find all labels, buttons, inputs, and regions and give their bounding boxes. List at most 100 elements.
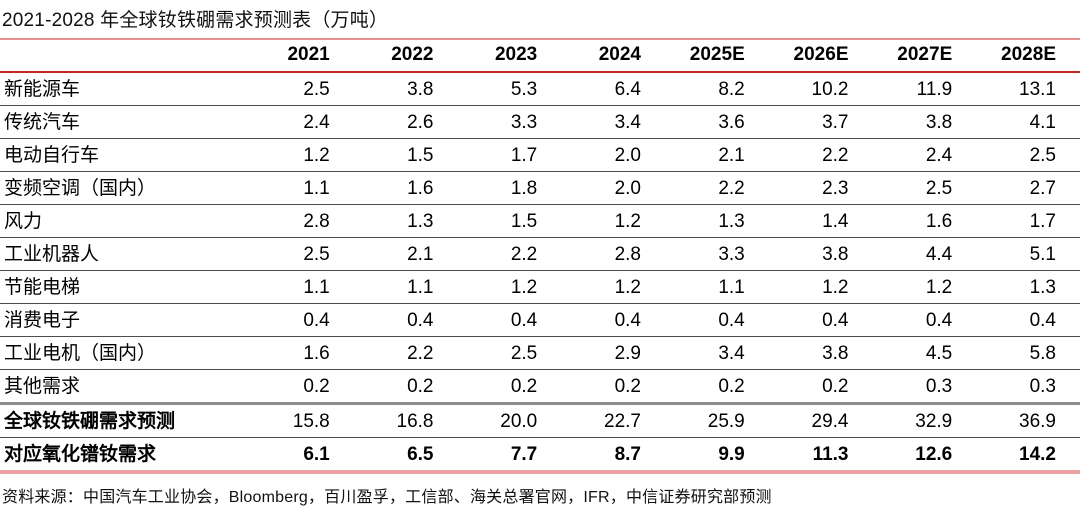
value-cell: 2.7 xyxy=(976,171,1080,205)
value-cell: 5.8 xyxy=(976,336,1080,370)
value-cell: 0.4 xyxy=(250,303,354,337)
value-cell: 2.1 xyxy=(665,138,769,172)
column-header: 2024 xyxy=(561,40,665,73)
value-cell: 13.1 xyxy=(976,72,1080,106)
value-cell: 2.5 xyxy=(457,336,562,370)
table-row: 变频空调（国内） 1.1 1.6 1.8 2.0 2.2 2.3 2.5 2.7 xyxy=(0,171,1080,205)
value-cell: 12.6 xyxy=(872,437,977,474)
value-cell: 1.3 xyxy=(976,270,1080,304)
value-cell: 32.9 xyxy=(872,402,977,438)
value-cell: 2.5 xyxy=(250,237,354,271)
value-cell: 1.2 xyxy=(561,204,665,238)
table-header: 2021 2022 2023 2024 2025E 2026E 2027E 2028E xyxy=(0,40,1080,73)
value-cell: 0.4 xyxy=(768,303,873,337)
value-cell: 0.4 xyxy=(561,303,665,337)
value-cell: 36.9 xyxy=(976,402,1080,438)
row-label: 对应氧化镨钕需求 xyxy=(0,437,250,474)
value-cell: 9.9 xyxy=(665,437,769,474)
value-cell: 3.4 xyxy=(561,105,665,139)
value-cell: 22.7 xyxy=(561,402,665,438)
value-cell: 0.4 xyxy=(872,303,977,337)
table-title: 2021-2028 年全球钕铁硼需求预测表（万吨） xyxy=(2,10,389,31)
value-cell: 1.4 xyxy=(768,204,873,238)
value-cell: 0.2 xyxy=(353,369,458,404)
value-cell: 3.3 xyxy=(665,237,769,271)
value-cell: 0.3 xyxy=(976,369,1080,404)
value-cell: 1.8 xyxy=(457,171,562,205)
row-label: 工业电机（国内） xyxy=(0,336,250,370)
value-cell: 1.3 xyxy=(665,204,769,238)
value-cell: 0.4 xyxy=(457,303,562,337)
value-cell: 29.4 xyxy=(768,402,873,438)
value-cell: 8.2 xyxy=(665,72,769,106)
value-cell: 0.2 xyxy=(561,369,665,404)
row-label: 消费电子 xyxy=(0,303,250,337)
row-label: 其他需求 xyxy=(0,369,250,404)
value-cell: 1.2 xyxy=(768,270,873,304)
value-cell: 2.2 xyxy=(353,336,458,370)
row-label: 变频空调（国内） xyxy=(0,171,250,205)
row-label: 电动自行车 xyxy=(0,138,250,172)
value-cell: 2.6 xyxy=(353,105,458,139)
value-cell: 20.0 xyxy=(457,402,562,438)
value-cell: 4.5 xyxy=(872,336,977,370)
column-header: 2021 xyxy=(250,40,354,73)
value-cell: 11.9 xyxy=(872,72,977,106)
row-label: 传统汽车 xyxy=(0,105,250,139)
value-cell: 3.8 xyxy=(768,336,873,370)
value-cell: 6.1 xyxy=(250,437,354,474)
column-header: 2023 xyxy=(457,40,562,73)
table-row: 其他需求 0.2 0.2 0.2 0.2 0.2 0.2 0.3 0.3 xyxy=(0,369,1080,404)
value-cell: 2.2 xyxy=(665,171,769,205)
value-cell: 1.1 xyxy=(250,171,354,205)
value-cell: 3.7 xyxy=(768,105,873,139)
column-header: 2028E xyxy=(976,40,1080,73)
value-cell: 2.5 xyxy=(250,72,354,106)
value-cell: 8.7 xyxy=(561,437,665,474)
table-row: 消费电子 0.4 0.4 0.4 0.4 0.4 0.4 0.4 0.4 xyxy=(0,303,1080,337)
value-cell: 0.2 xyxy=(250,369,354,404)
value-cell: 5.1 xyxy=(976,237,1080,271)
value-cell: 1.6 xyxy=(353,171,458,205)
value-cell: 1.5 xyxy=(457,204,562,238)
value-cell: 1.1 xyxy=(665,270,769,304)
value-cell: 10.2 xyxy=(768,72,873,106)
value-cell: 4.4 xyxy=(872,237,977,271)
value-cell: 0.2 xyxy=(665,369,769,404)
value-cell: 1.6 xyxy=(872,204,977,238)
value-cell: 2.9 xyxy=(561,336,665,370)
table-row: 工业电机（国内） 1.6 2.2 2.5 2.9 3.4 3.8 4.5 5.8 xyxy=(0,336,1080,370)
value-cell: 0.3 xyxy=(872,369,977,404)
value-cell: 2.8 xyxy=(250,204,354,238)
column-header: 2026E xyxy=(768,40,873,73)
value-cell: 3.8 xyxy=(768,237,873,271)
value-cell: 2.5 xyxy=(872,171,977,205)
row-label: 工业机器人 xyxy=(0,237,250,271)
value-cell: 2.4 xyxy=(872,138,977,172)
table-row: 新能源车 2.5 3.8 5.3 6.4 8.2 10.2 11.9 13.1 xyxy=(0,72,1080,106)
row-label: 全球钕铁硼需求预测 xyxy=(0,402,250,438)
table-row: 对应氧化镨钕需求 6.1 6.5 7.7 8.7 9.9 11.3 12.6 14.2 xyxy=(0,437,1080,474)
value-cell: 1.3 xyxy=(353,204,458,238)
value-cell: 0.2 xyxy=(457,369,562,404)
value-cell: 2.2 xyxy=(768,138,873,172)
value-cell: 1.1 xyxy=(353,270,458,304)
value-cell: 2.5 xyxy=(976,138,1080,172)
value-cell: 1.2 xyxy=(872,270,977,304)
value-cell: 1.7 xyxy=(976,204,1080,238)
table-body: 新能源车 2.5 3.8 5.3 6.4 8.2 10.2 11.9 13.1 传统汽车 2.4 2.… xyxy=(0,72,1080,474)
value-cell: 25.9 xyxy=(665,402,769,438)
header-row: 2021 2022 2023 2024 2025E 2026E 2027E 2028E xyxy=(0,40,1080,73)
value-cell: 11.3 xyxy=(768,437,873,474)
value-cell: 0.2 xyxy=(768,369,873,404)
value-cell: 0.4 xyxy=(353,303,458,337)
value-cell: 7.7 xyxy=(457,437,562,474)
value-cell: 15.8 xyxy=(250,402,354,438)
row-label: 新能源车 xyxy=(0,72,250,106)
value-cell: 3.3 xyxy=(457,105,562,139)
table-row: 风力 2.8 1.3 1.5 1.2 1.3 1.4 1.6 1.7 xyxy=(0,204,1080,238)
value-cell: 2.4 xyxy=(250,105,354,139)
value-cell: 3.4 xyxy=(665,336,769,370)
corner-cell xyxy=(0,40,250,73)
value-cell: 3.8 xyxy=(353,72,458,106)
